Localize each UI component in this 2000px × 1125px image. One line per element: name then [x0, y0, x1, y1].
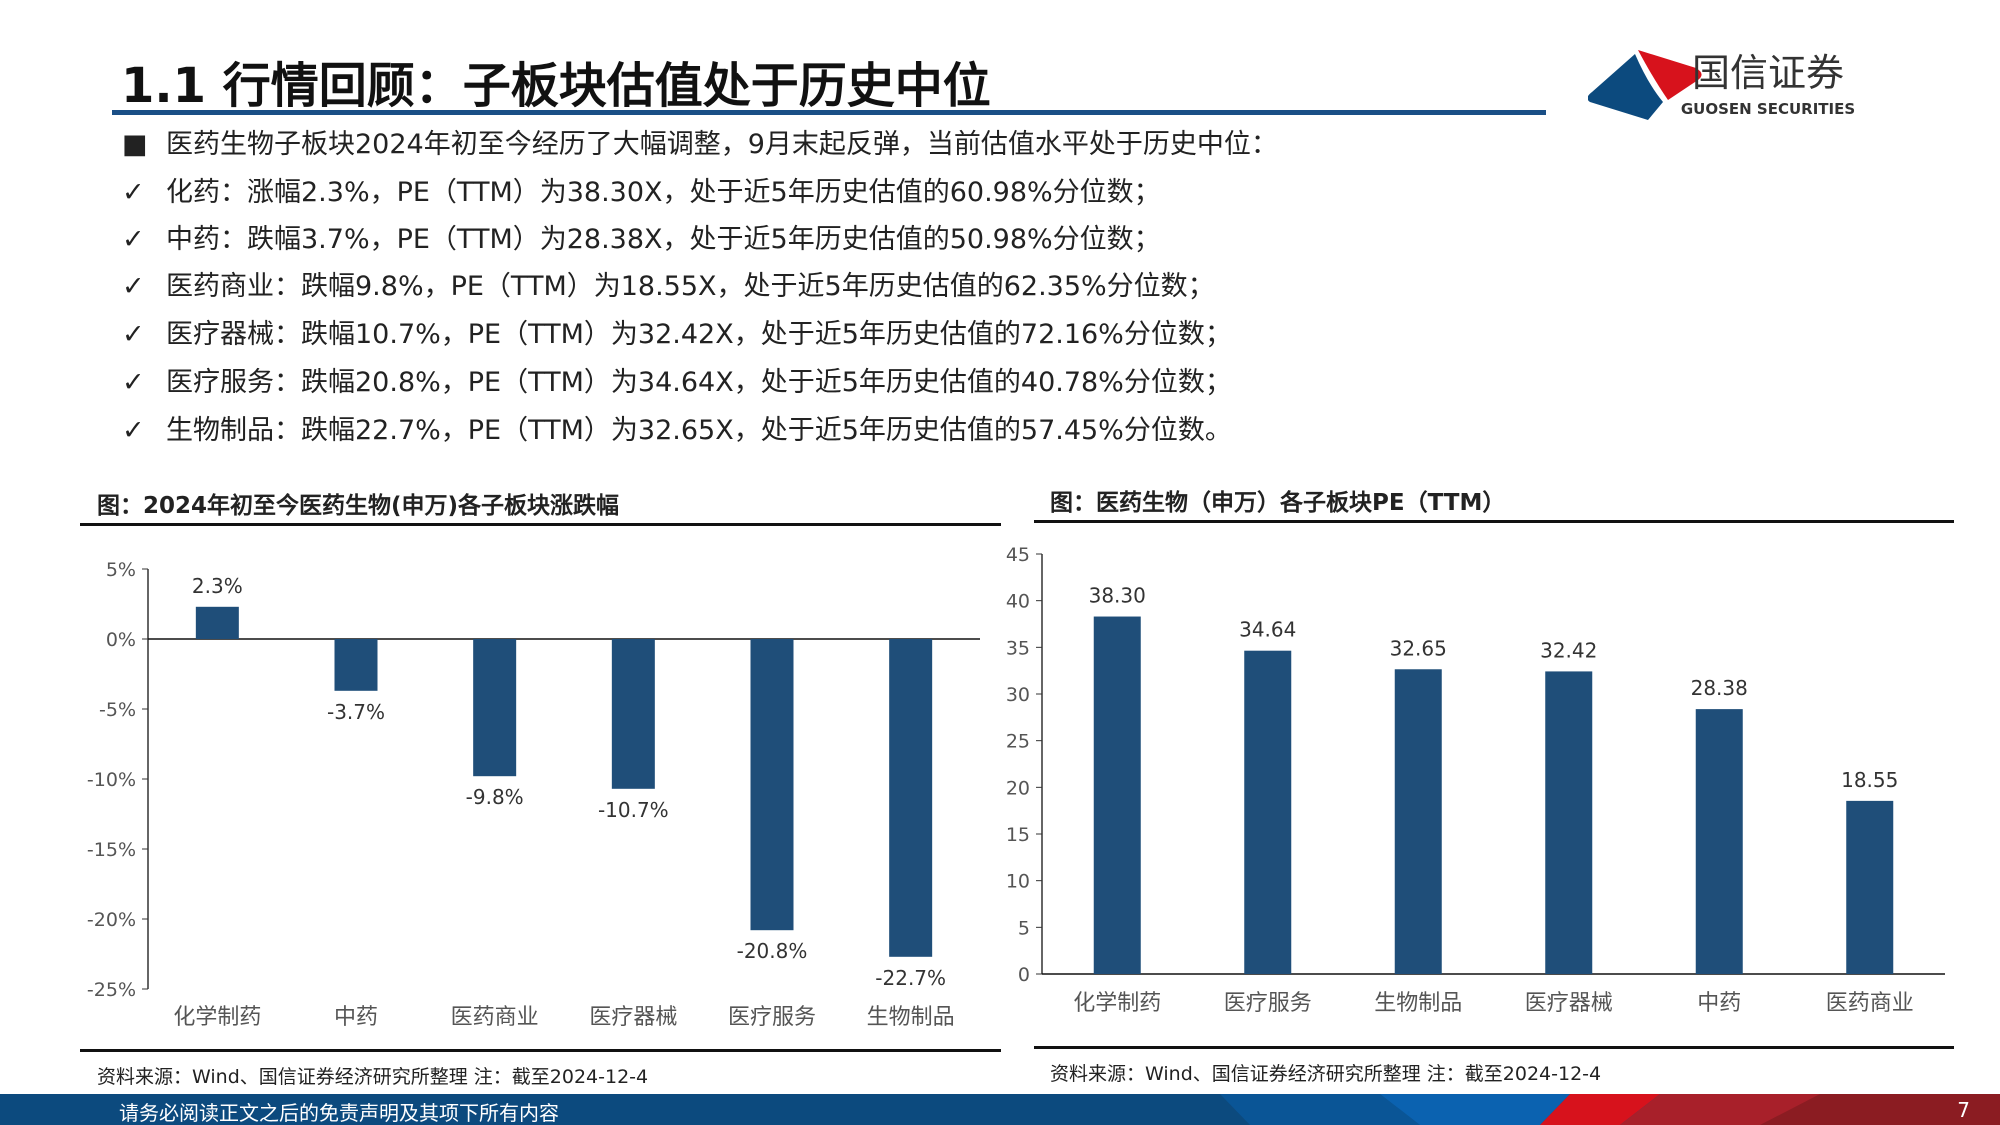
data-label: 28.38	[1691, 676, 1748, 700]
data-label: 32.65	[1390, 636, 1447, 660]
bar	[1846, 800, 1894, 974]
right-chart-source: 资料来源：Wind、国信证券经济研究所整理 注：截至2024-12-4	[1050, 1063, 1602, 1085]
data-label: 34.64	[1239, 618, 1296, 642]
title-underline	[112, 110, 1546, 115]
page-number: 7	[1957, 1098, 1970, 1122]
check-icon: ✓	[122, 224, 145, 255]
bullet-text: 医药商业：跌幅9.8%，PE（TTM）为18.55X，处于近5年历史估值的62.…	[166, 271, 1215, 302]
data-label: -22.7%	[875, 966, 946, 990]
disclaimer-text: 请务必阅读正文之后的免责声明及其项下所有内容	[119, 1101, 559, 1125]
bullet-item: ✓ 中药：跌幅3.7%，PE（TTM）为28.38X，处于近5年历史估值的50.9…	[122, 220, 1161, 260]
square-bullet-icon: ■	[122, 129, 148, 160]
y-tick-label: -15%	[87, 839, 136, 861]
y-tick-label: -10%	[87, 769, 136, 791]
y-tick-label: -5%	[99, 699, 136, 721]
page-title: 1.1 行情回顾：子板块估值处于历史中位	[121, 58, 991, 114]
bar	[1093, 616, 1141, 974]
bar	[611, 639, 655, 789]
check-icon: ✓	[122, 415, 145, 446]
data-label: -20.8%	[737, 939, 808, 963]
category-label: 医疗器械	[1525, 991, 1613, 1016]
category-label: 中药	[334, 1005, 378, 1030]
svg-text:GUOSEN SECURITIES: GUOSEN SECURITIES	[1681, 100, 1855, 118]
bar	[889, 639, 933, 957]
bullet-item: ✓ 生物制品：跌幅22.7%，PE（TTM）为32.65X，处于近5年历史估值的5…	[122, 411, 1232, 451]
y-tick-label: 20	[1006, 777, 1030, 799]
check-icon: ✓	[122, 271, 145, 302]
y-tick-label: 35	[1006, 637, 1030, 659]
bullet-text: 医疗器械：跌幅10.7%，PE（TTM）为32.42X，处于近5年历史估值的72…	[166, 319, 1232, 350]
category-label: 医疗器械	[589, 1005, 677, 1030]
bar	[1244, 650, 1292, 974]
bullet-item: ✓ 医疗器械：跌幅10.7%，PE（TTM）为32.42X，处于近5年历史估值的7…	[122, 315, 1232, 355]
bullet-item: ✓ 医疗服务：跌幅20.8%，PE（TTM）为34.64X，处于近5年历史估值的4…	[122, 363, 1232, 403]
bullet-item: ✓ 化药：涨幅2.3%，PE（TTM）为38.30X，处于近5年历史估值的60.9…	[122, 173, 1161, 213]
bar	[1695, 709, 1743, 974]
data-label: 2.3%	[192, 574, 243, 598]
y-tick-label: 0	[1018, 964, 1030, 986]
category-label: 医疗服务	[1224, 991, 1312, 1016]
bar	[334, 639, 378, 691]
data-label: -9.8%	[466, 785, 524, 809]
bar	[473, 639, 517, 777]
category-label: 生物制品	[867, 1005, 955, 1030]
left-chart-title: 图：2024年初至今医药生物(申万)各子板块涨跌幅	[97, 493, 620, 519]
category-label: 中药	[1697, 991, 1741, 1016]
left-chart-bottom-rule	[80, 1049, 1001, 1052]
left-chart-source: 资料来源：Wind、国信证券经济研究所整理 注：截至2024-12-4	[97, 1066, 649, 1088]
y-tick-label: -25%	[87, 979, 136, 1001]
bullet-text: 化药：涨幅2.3%，PE（TTM）为38.30X，处于近5年历史估值的60.98…	[166, 177, 1161, 208]
data-label: 32.42	[1540, 638, 1597, 662]
bullet-text: 医药生物子板块2024年初至今经历了大幅调整，9月末起反弹，当前估值水平处于历史…	[166, 129, 1278, 160]
right-chart-top-rule	[1034, 520, 1954, 523]
y-tick-label: 25	[1006, 731, 1030, 753]
category-label: 化学制药	[1073, 991, 1161, 1016]
y-tick-label: 15	[1006, 824, 1030, 846]
right-chart: 45 40 35 30 25 20 15 10 5 0 38.30 化学制药 34.64 医疗服务 32.6…	[1006, 544, 1945, 1016]
guosen-logo: 国信证券 GUOSEN SECURITIES	[1587, 44, 1908, 124]
footer-bar: 请务必阅读正文之后的免责声明及其项下所有内容 7	[0, 1094, 2000, 1125]
data-label: -10.7%	[598, 798, 669, 822]
category-label: 化学制药	[173, 1005, 261, 1030]
y-tick-label: 40	[1006, 591, 1030, 613]
logo-mark-icon: 国信证券 GUOSEN SECURITIES	[1587, 50, 1855, 120]
bullet-text: 医疗服务：跌幅20.8%，PE（TTM）为34.64X，处于近5年历史估值的40…	[166, 367, 1232, 398]
check-icon: ✓	[122, 177, 145, 208]
svg-text:国信证券: 国信证券	[1692, 51, 1844, 95]
bullet-text: 中药：跌幅3.7%，PE（TTM）为28.38X，处于近5年历史估值的50.98…	[166, 224, 1161, 255]
category-label: 医药商业	[1826, 991, 1914, 1016]
right-chart-bottom-rule	[1034, 1046, 1954, 1049]
category-label: 医疗服务	[728, 1005, 816, 1030]
bar	[1545, 671, 1593, 974]
left-chart-top-rule	[80, 523, 1001, 526]
left-chart: 5% 0% -5% -10% -15% -20% -25% 2.3% 化学制药 -3.7% 中药 -9…	[87, 559, 980, 1030]
y-tick-label: 0%	[106, 629, 136, 651]
bullet-item: ✓ 医药商业：跌幅9.8%，PE（TTM）为18.55X，处于近5年历史估值的62…	[122, 267, 1215, 307]
bullet-text: 生物制品：跌幅22.7%，PE（TTM）为32.65X，处于近5年历史估值的57…	[166, 415, 1232, 446]
bullet-item: ■ 医药生物子板块2024年初至今经历了大幅调整，9月末起反弹，当前估值水平处于历…	[122, 125, 1278, 165]
bar	[750, 639, 794, 931]
right-chart-title: 图：医药生物（申万）各子板块PE（TTM）	[1050, 490, 1506, 516]
check-icon: ✓	[122, 319, 145, 350]
category-label: 医药商业	[451, 1005, 539, 1030]
data-label: 38.30	[1089, 584, 1146, 608]
y-tick-label: 5%	[106, 559, 136, 581]
data-label: 18.55	[1841, 768, 1898, 792]
footer-decoration	[1220, 1094, 2000, 1125]
y-tick-label: -20%	[87, 909, 136, 931]
bar	[1394, 669, 1442, 974]
y-tick-label: 45	[1006, 544, 1030, 566]
check-icon: ✓	[122, 367, 145, 398]
y-tick-label: 30	[1006, 684, 1030, 706]
data-label: -3.7%	[327, 700, 385, 724]
bar	[195, 606, 239, 639]
y-tick-label: 10	[1006, 871, 1030, 893]
category-label: 生物制品	[1374, 991, 1462, 1016]
y-tick-label: 5	[1018, 917, 1030, 939]
